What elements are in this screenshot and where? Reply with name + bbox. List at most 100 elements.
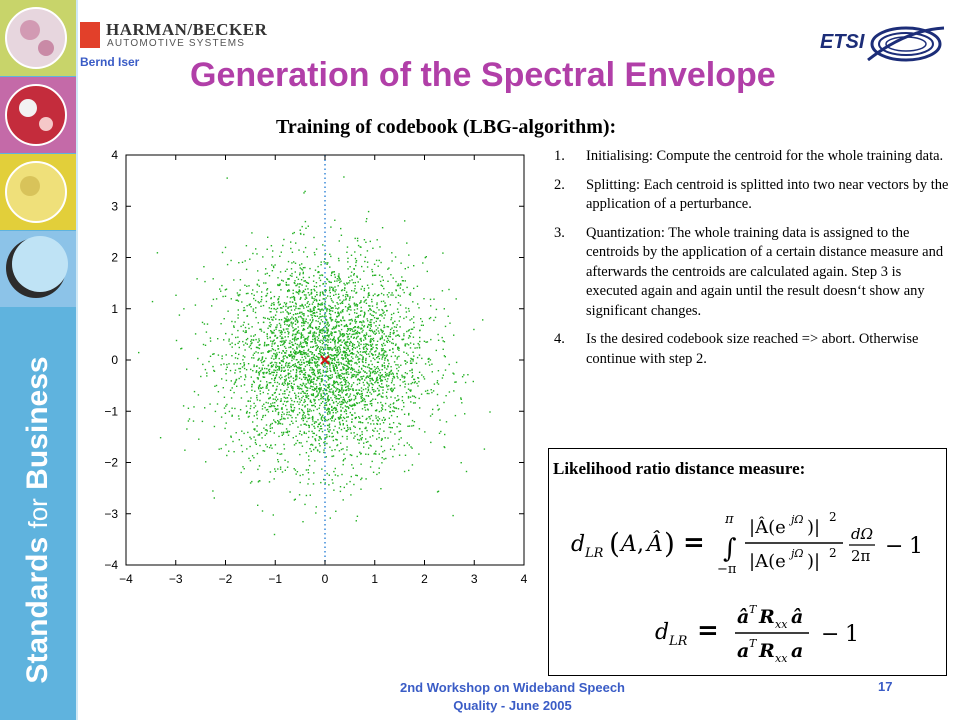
data-point <box>377 367 380 370</box>
data-point <box>349 393 352 395</box>
data-point <box>337 311 339 313</box>
data-point <box>320 304 322 306</box>
data-point <box>321 308 323 310</box>
data-point <box>373 322 375 324</box>
sidebar-slogan: Standards for Business <box>21 356 54 684</box>
data-point <box>325 371 328 373</box>
data-point <box>328 361 330 363</box>
data-point <box>228 363 230 365</box>
data-point <box>366 417 368 420</box>
data-point <box>217 338 219 340</box>
data-point <box>294 342 297 345</box>
data-point <box>295 397 297 399</box>
data-point <box>370 377 372 380</box>
data-point <box>350 385 353 388</box>
author: Bernd Iser <box>80 55 140 69</box>
data-point <box>381 365 383 367</box>
data-point <box>234 343 236 346</box>
data-point <box>416 285 419 287</box>
data-point <box>359 246 361 248</box>
data-point <box>344 399 346 402</box>
data-point <box>236 292 239 294</box>
data-point <box>319 310 321 313</box>
data-point <box>443 401 445 404</box>
data-point <box>289 306 291 308</box>
data-point <box>302 319 304 321</box>
data-point <box>298 388 300 390</box>
data-point <box>331 420 333 422</box>
data-point <box>313 432 315 435</box>
data-point <box>381 276 383 278</box>
data-point <box>324 346 326 348</box>
data-point <box>266 288 269 290</box>
data-point <box>392 422 395 424</box>
data-point <box>326 278 329 281</box>
data-point <box>318 443 320 445</box>
data-point <box>368 363 370 366</box>
data-point <box>328 304 330 307</box>
data-point <box>242 309 245 312</box>
data-point <box>354 362 356 364</box>
data-point <box>273 533 276 536</box>
data-point <box>389 340 391 343</box>
data-point <box>291 386 293 389</box>
data-point <box>317 328 320 330</box>
data-point <box>363 442 365 444</box>
data-point <box>367 395 369 397</box>
data-point <box>279 419 281 421</box>
data-point <box>332 289 334 292</box>
data-point <box>373 391 375 393</box>
data-point <box>396 375 398 378</box>
data-point <box>302 272 304 275</box>
data-point <box>327 352 329 354</box>
data-point <box>394 344 397 346</box>
data-point <box>292 410 294 412</box>
data-point <box>316 391 318 393</box>
data-point <box>338 377 341 379</box>
data-point <box>283 396 285 399</box>
data-point <box>280 319 283 321</box>
data-point <box>301 303 303 306</box>
data-point <box>370 324 372 326</box>
data-point <box>310 351 312 353</box>
data-point <box>269 425 271 427</box>
data-point <box>188 418 191 420</box>
svg-text:2: 2 <box>829 510 837 524</box>
data-point <box>271 331 273 333</box>
data-point <box>369 324 371 326</box>
data-point <box>286 320 288 323</box>
data-point <box>414 381 416 383</box>
data-point <box>328 424 330 427</box>
data-point <box>279 468 282 470</box>
data-point <box>298 494 301 496</box>
data-point <box>376 317 378 320</box>
data-point <box>294 323 297 325</box>
data-point <box>262 386 264 389</box>
data-point <box>421 320 423 323</box>
data-point <box>408 425 411 427</box>
data-point <box>291 410 293 412</box>
data-point <box>312 409 315 412</box>
data-point <box>378 390 380 392</box>
data-point <box>326 263 328 265</box>
data-point <box>337 383 339 385</box>
data-point <box>342 363 345 365</box>
data-point <box>281 307 283 309</box>
data-point <box>338 315 340 317</box>
data-point <box>400 262 402 264</box>
data-point <box>349 395 351 397</box>
data-point <box>303 412 305 414</box>
data-point <box>406 372 408 375</box>
data-point <box>380 300 383 303</box>
data-point <box>314 306 316 309</box>
data-point <box>378 369 381 371</box>
data-point <box>293 338 296 340</box>
data-point <box>252 370 254 372</box>
data-point <box>379 338 381 341</box>
data-point <box>328 398 330 401</box>
data-point <box>299 367 301 369</box>
data-point <box>398 347 400 349</box>
data-point <box>336 410 339 413</box>
data-point <box>304 503 306 506</box>
data-point <box>288 320 290 322</box>
